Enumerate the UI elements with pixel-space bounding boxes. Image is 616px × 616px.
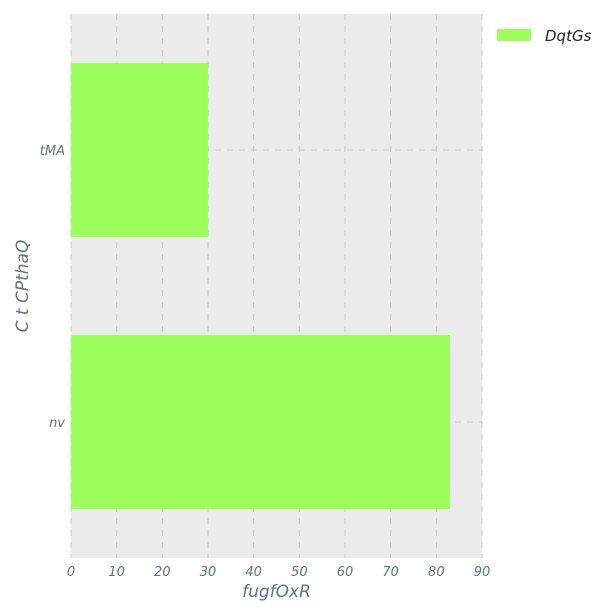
x-tick-label: 40 — [245, 565, 262, 580]
legend: DqtGs — [497, 27, 592, 45]
x-tick-label: 10 — [108, 565, 125, 580]
x-tick-label: 70 — [382, 565, 399, 580]
legend-label: DqtGs — [545, 27, 592, 45]
x-tick-label: 0 — [67, 565, 75, 580]
x-tick-label: 30 — [200, 565, 217, 580]
bars — [71, 62, 451, 510]
x-axis-label: fugfOxR — [242, 582, 311, 602]
y-tick-label: nv — [49, 416, 65, 431]
x-tick-label: 60 — [337, 565, 354, 580]
legend-swatch — [497, 29, 531, 41]
x-tick-label: 50 — [291, 565, 308, 580]
x-tick-label: 80 — [428, 565, 445, 580]
y-tick-labels: tMA nv — [40, 144, 66, 431]
bar-nv — [71, 334, 451, 510]
y-axis-label: C t CPthaQ — [13, 240, 33, 333]
x-tick-label: 90 — [474, 565, 491, 580]
y-tick-label: tMA — [40, 144, 65, 159]
x-tick-labels: 0 10 20 30 40 50 60 70 80 90 — [67, 565, 490, 580]
x-tick-label: 20 — [154, 565, 171, 580]
bar-tMA — [71, 62, 208, 238]
